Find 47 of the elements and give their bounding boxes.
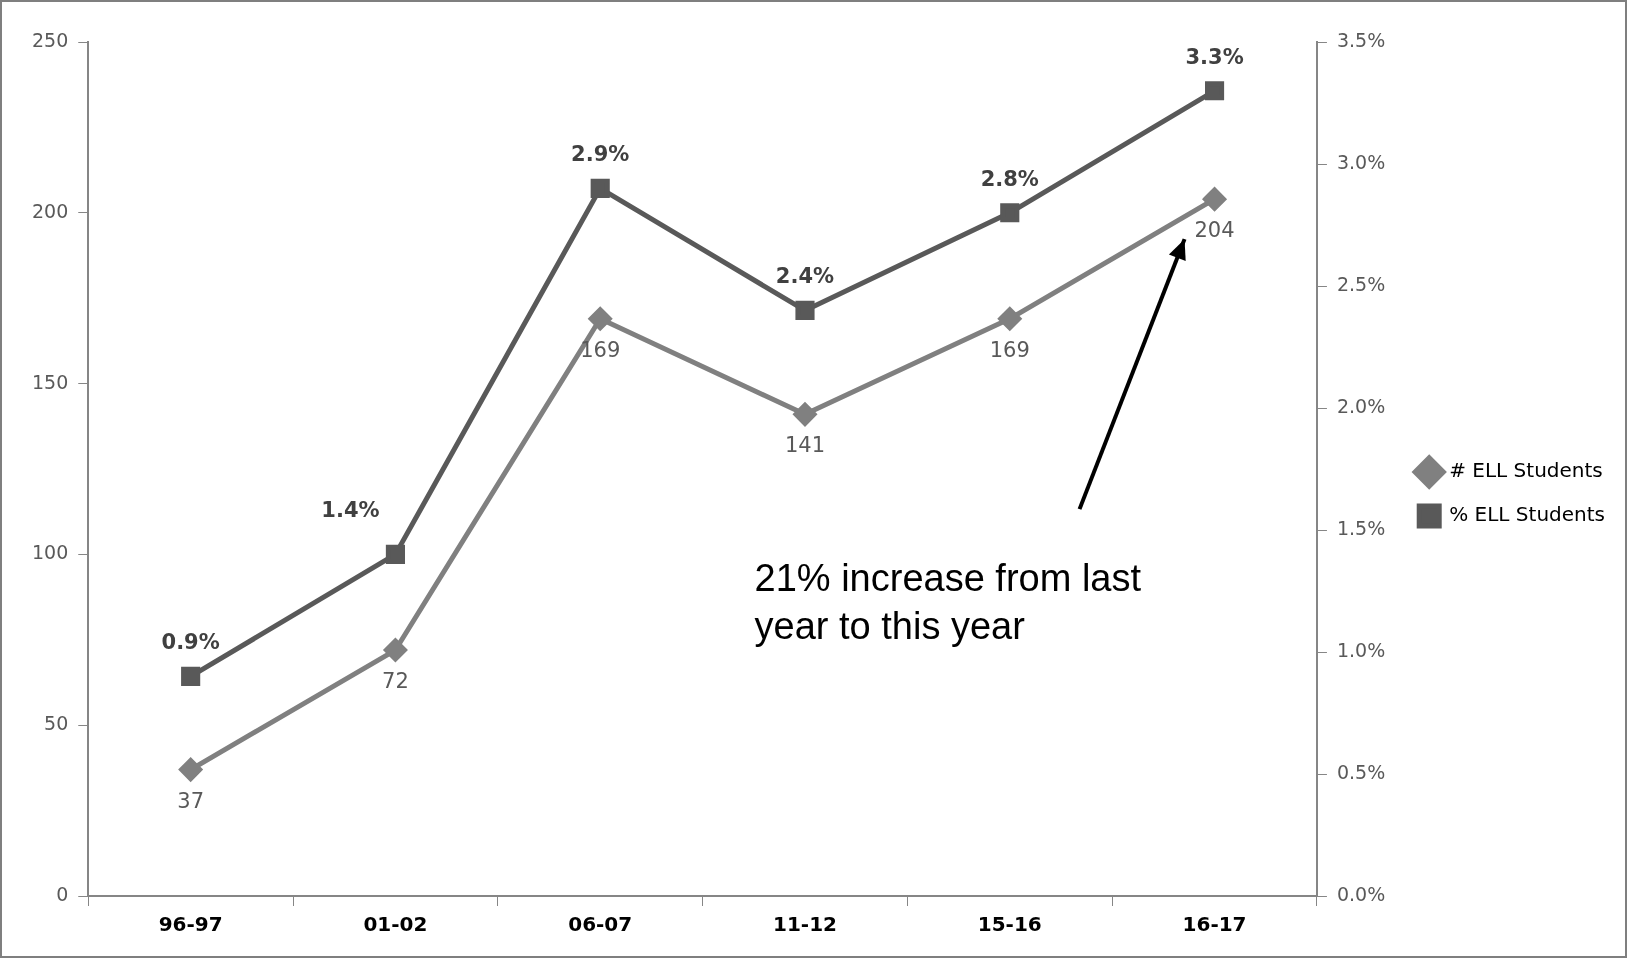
point <box>590 178 610 198</box>
point <box>588 307 612 331</box>
data-label: 1.4% <box>321 498 380 523</box>
y2-tick-label: 1.0% <box>1336 638 1386 661</box>
y2-tick-label: 3.0% <box>1336 150 1386 173</box>
data-label: 2.4% <box>775 264 835 289</box>
data-label: 72 <box>382 669 409 693</box>
point <box>1000 203 1020 223</box>
point <box>1204 81 1225 101</box>
data-label: 0.9% <box>161 630 220 655</box>
x-tick-label: 11-12 <box>773 912 837 937</box>
y2-tick-label: 2.5% <box>1336 272 1386 295</box>
data-label: 2.9% <box>571 142 630 167</box>
legend-label: % ELL Students <box>1449 502 1606 527</box>
y-tick-label: 50 <box>44 712 69 735</box>
y-tick-label: 250 <box>32 28 69 51</box>
point <box>793 402 817 426</box>
point <box>181 666 201 686</box>
point <box>795 300 815 320</box>
x-tick-label: 01-02 <box>363 912 428 937</box>
x-tick-label: 15-16 <box>977 912 1042 937</box>
point <box>383 638 407 662</box>
y-tick-label: 200 <box>32 199 69 222</box>
data-label: 37 <box>177 788 205 813</box>
point <box>385 544 406 564</box>
data-label: 141 <box>784 433 826 458</box>
y2-tick-label: 0.0% <box>1336 882 1386 905</box>
y-tick-label: 0 <box>56 882 69 905</box>
x-tick-label: 16-17 <box>1182 912 1247 937</box>
data-label: 3.3% <box>1185 44 1244 69</box>
point <box>1203 187 1227 211</box>
y2-tick-label: 2.0% <box>1336 394 1386 417</box>
point <box>998 307 1022 331</box>
point <box>179 758 203 782</box>
y2-tick-label: 3.5% <box>1336 28 1386 51</box>
x-tick-label: 96-97 <box>158 912 223 937</box>
data-label: 204 <box>1194 218 1235 243</box>
legend-label: # ELL Students <box>1449 458 1603 483</box>
data-label: 2.8% <box>980 166 1039 191</box>
y-tick-label: 100 <box>32 541 69 564</box>
y2-tick-label: 1.5% <box>1336 516 1386 539</box>
y-tick-label: 150 <box>32 370 69 393</box>
y2-tick-label: 0.5% <box>1336 760 1386 783</box>
x-tick-label: 06-07 <box>568 912 633 937</box>
data-label: 169 <box>580 337 621 362</box>
data-label: 169 <box>989 337 1030 362</box>
annotation: 21% increase from last year to this year <box>754 556 1143 650</box>
